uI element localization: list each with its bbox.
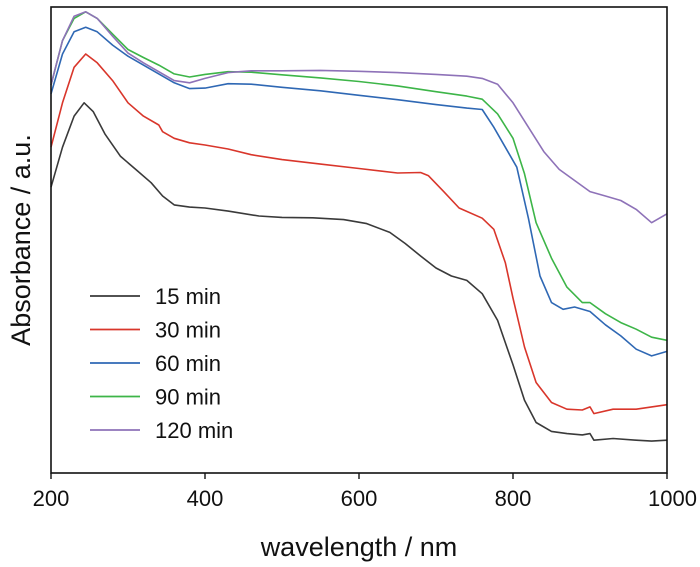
series-line-1 bbox=[50, 53, 668, 415]
series-line-3 bbox=[50, 11, 668, 342]
x-axis: 200 400 600 800 1000 bbox=[33, 473, 697, 511]
x-axis-title: wavelength / nm bbox=[260, 532, 458, 562]
legend-label-0: 15 min bbox=[155, 284, 221, 309]
plot-frame bbox=[50, 6, 668, 474]
legend-label-1: 30 min bbox=[155, 318, 221, 343]
x-tick-label-0: 200 bbox=[33, 486, 70, 511]
x-tick-label-3: 800 bbox=[495, 486, 532, 511]
legend-label-2: 60 min bbox=[155, 351, 221, 376]
y-axis-title: Absorbance / a.u. bbox=[6, 134, 36, 346]
legend-label-3: 90 min bbox=[155, 385, 221, 410]
series-line-4 bbox=[50, 11, 668, 224]
legend-label-4: 120 min bbox=[155, 418, 233, 443]
series-line-0 bbox=[50, 102, 668, 442]
series-group bbox=[50, 11, 668, 442]
series-line-2 bbox=[50, 26, 668, 357]
x-tick-label-1: 400 bbox=[187, 486, 224, 511]
x-tick-label-2: 600 bbox=[341, 486, 378, 511]
legend: 15 min 30 min 60 min 90 min 120 min bbox=[90, 284, 233, 443]
x-tick-label-4: 1000 bbox=[648, 486, 697, 511]
